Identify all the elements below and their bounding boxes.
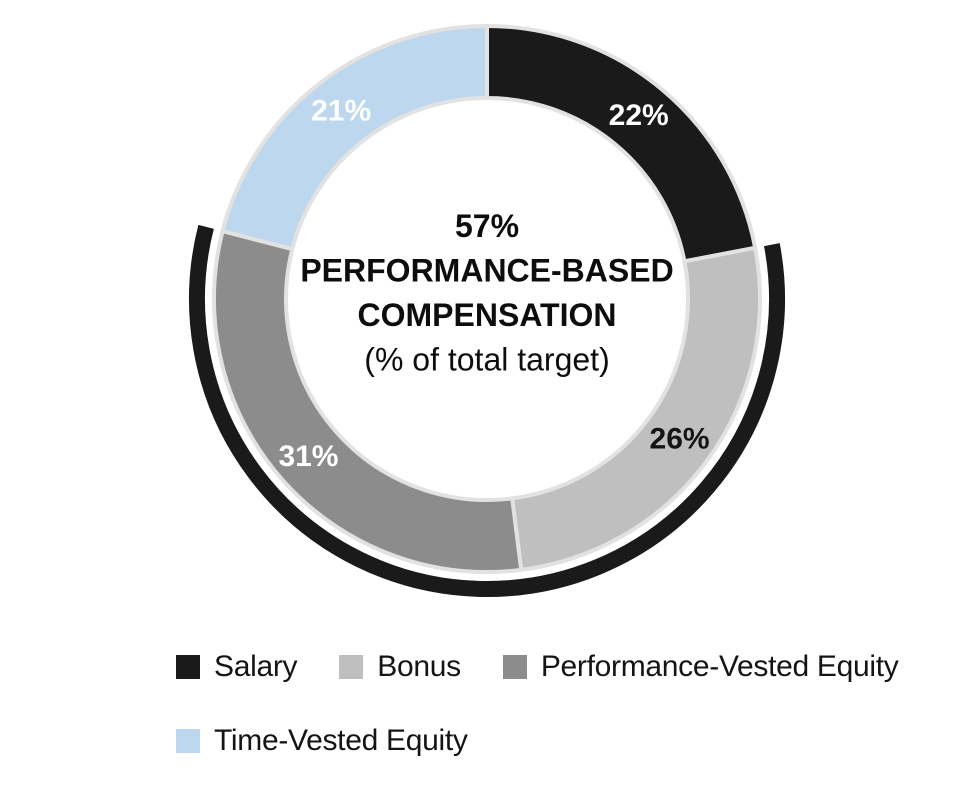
chart-legend: Salary Bonus Performance-Vested Equity Time… [176, 650, 976, 758]
donut-slice-bonus [509, 245, 762, 573]
highlight-arc [189, 224, 785, 597]
legend-label: Salary [214, 650, 298, 683]
donut-slices [212, 23, 762, 574]
legend-item-time-vested-equity: Time-Vested Equity [176, 724, 468, 758]
donut-slice-salary [485, 23, 758, 264]
legend-item-bonus: Bonus [339, 650, 461, 684]
legend-swatch-bonus [339, 655, 364, 679]
legend-label: Bonus [377, 650, 461, 683]
slice-label-time-vested-equity: 21% [311, 94, 371, 127]
legend-item-salary: Salary [176, 650, 298, 684]
legend-swatch-performance-vested-equity [502, 655, 527, 679]
performance-based-highlight-arc [189, 224, 785, 597]
center-subtitle: (% of total target) [364, 342, 609, 378]
center-text: 57% PERFORMANCE-BASED COMPENSATION (% of to… [300, 208, 673, 378]
slice-labels: 22% 26% 31% 21% [278, 94, 709, 472]
center-title-line-1: PERFORMANCE-BASED [300, 253, 673, 289]
center-value: 57% [455, 208, 519, 244]
slice-label-performance-vested-equity: 31% [278, 440, 338, 473]
legend-item-performance-vested-equity: Performance-Vested Equity [502, 650, 899, 684]
legend-swatch-salary [176, 655, 200, 679]
slice-label-bonus: 26% [650, 422, 710, 455]
legend-label: Performance-Vested Equity [540, 650, 899, 683]
legend-label: Time-Vested Equity [214, 724, 468, 757]
legend-swatch-time-vested-equity [176, 729, 200, 753]
center-title-line-2: COMPENSATION [358, 297, 617, 333]
donut-chart: 22% 26% 31% 21% 57% PERFORMANCE-BASED COMPENS… [189, 23, 785, 597]
slice-label-salary: 22% [609, 99, 669, 132]
donut-slice-time-vested-equity [220, 23, 489, 252]
donut-slice-performance-vested-equity [212, 228, 524, 574]
